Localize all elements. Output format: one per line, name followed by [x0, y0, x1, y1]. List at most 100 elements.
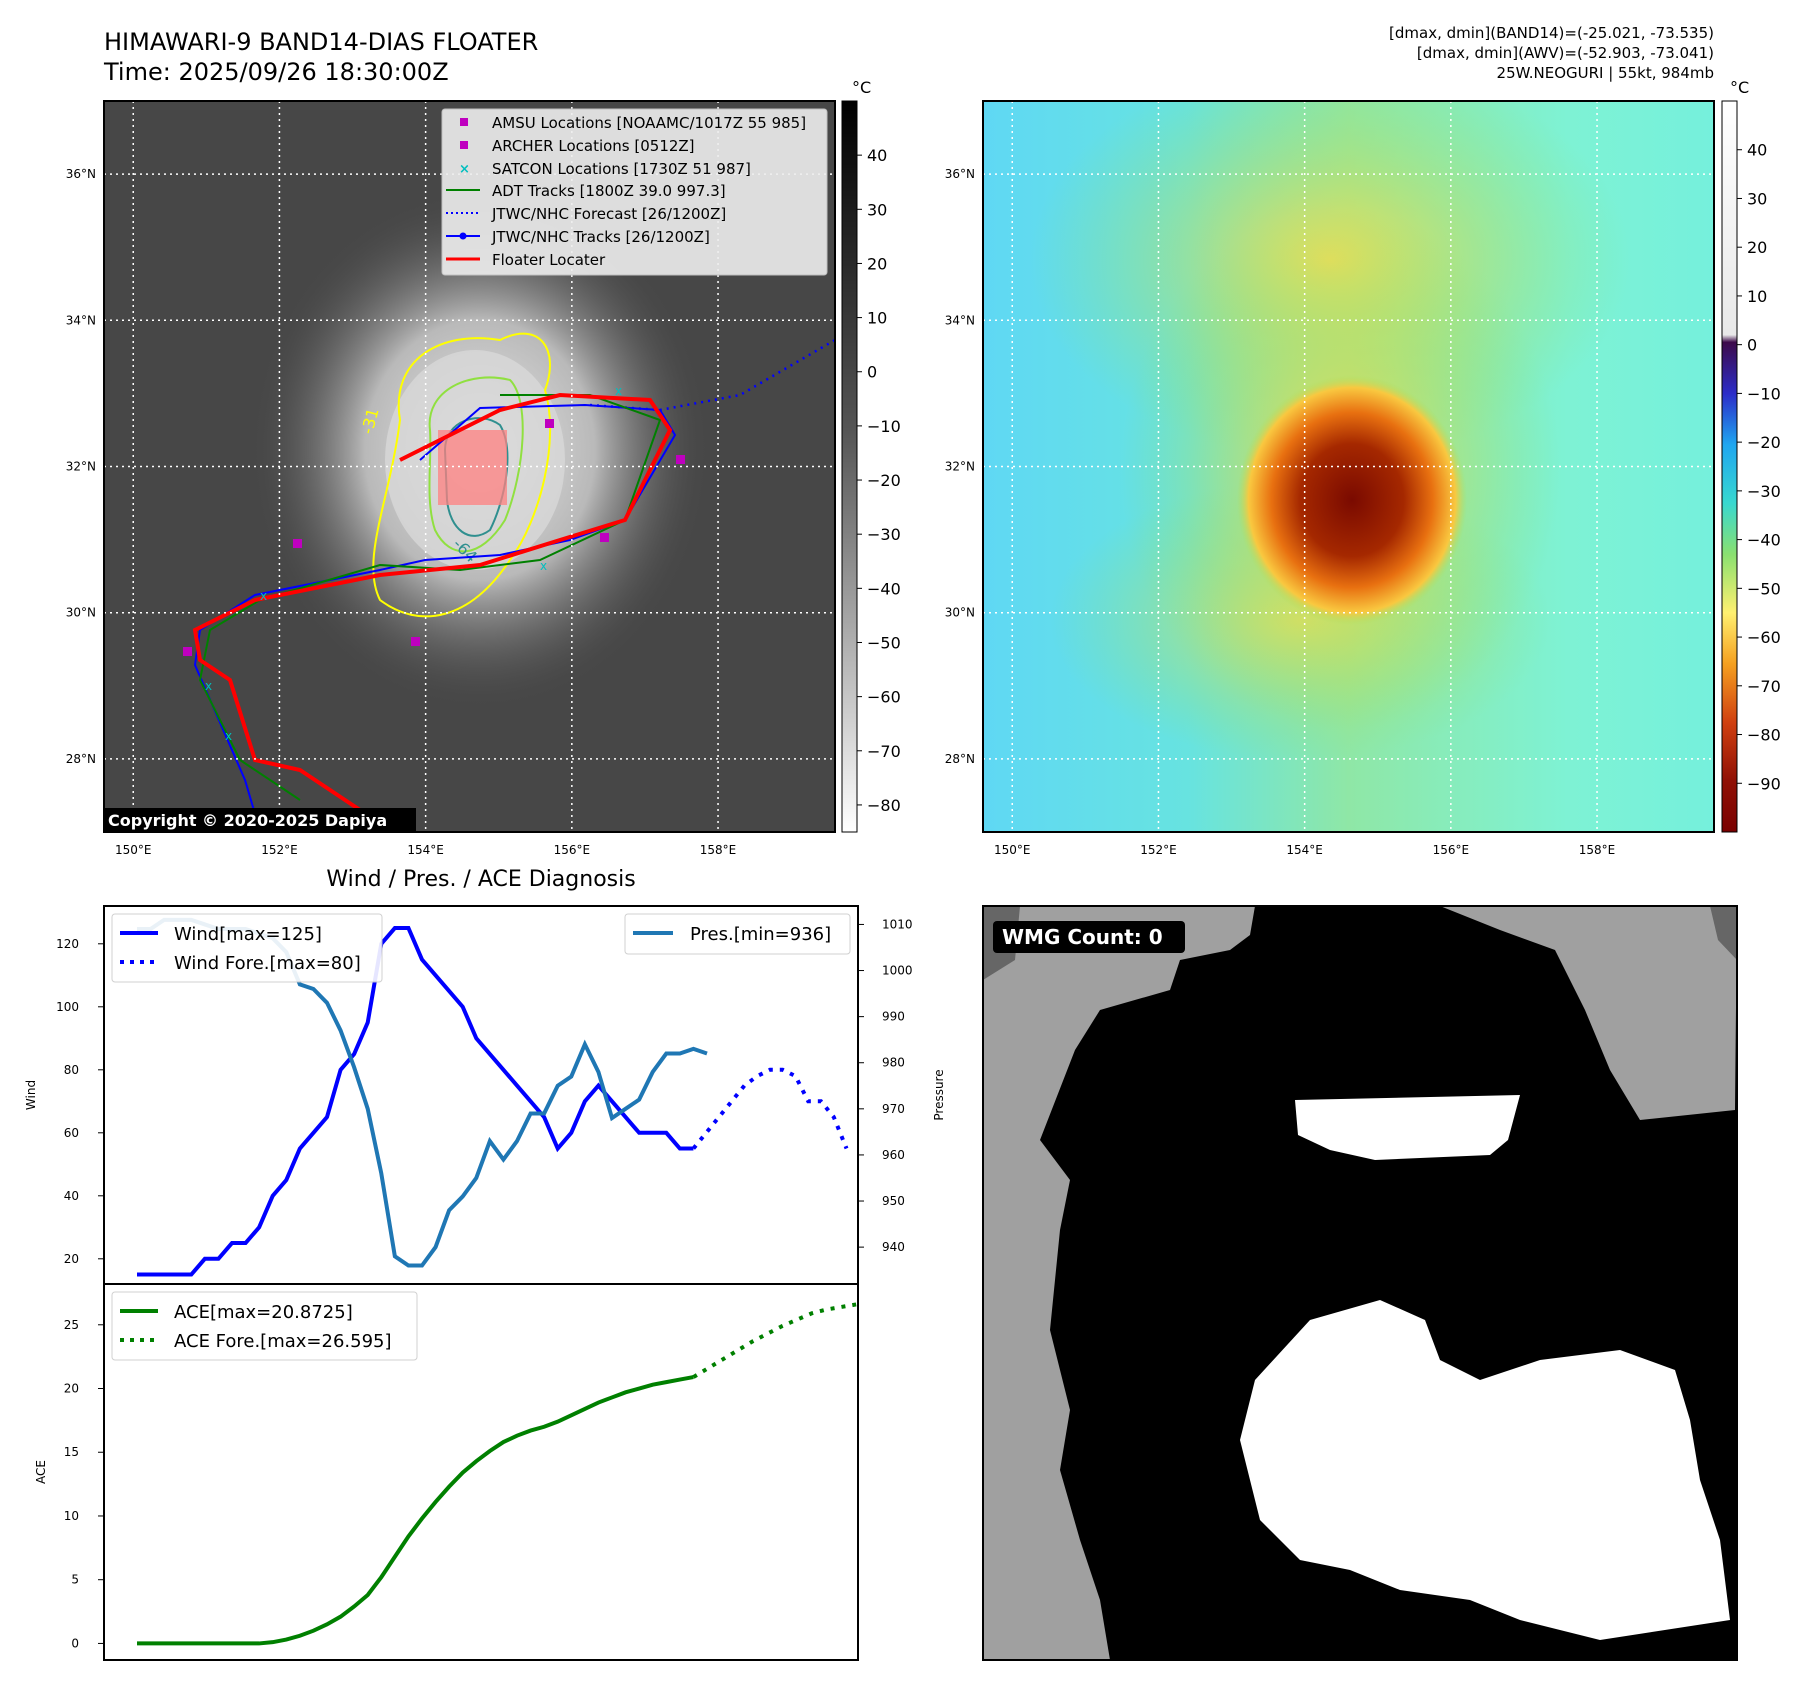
color-colorbar-tick-label: −10 [1747, 384, 1781, 403]
ace-tick-label: 25 [64, 1318, 79, 1332]
map-legend: AMSU Locations [NOAAMC/1017Z 55 985] ARC… [441, 108, 828, 276]
satcon-markers: x x x x x [205, 384, 622, 743]
color-colorbar-tick-label: −90 [1747, 774, 1781, 793]
color-colorbar-ticks: 40 30 20 10 0 −10 −20 −30 −40 −50 −60 −70 −80 −90 [1737, 141, 1781, 793]
legend-wind-fore-label: Wind Fore.[max=80] [174, 953, 361, 974]
ir-colorbar-tick-label: −70 [867, 742, 901, 761]
wmg-panel: WMG Count: 0 [983, 906, 1737, 1660]
copyright-box [104, 808, 416, 832]
ace-tick-label: 10 [64, 1509, 79, 1523]
color-colorbar-tick-label: 20 [1747, 238, 1767, 257]
color-colorbar-tick-label: 0 [1747, 336, 1757, 355]
floater-box [438, 430, 507, 505]
ace-tick-label: 0 [71, 1636, 79, 1650]
ir-colorbar-unit: °C [852, 78, 871, 97]
ir-lon-label: 156°E [554, 843, 591, 857]
pressure-tick-label: 970 [882, 1102, 905, 1116]
legend-satcon-marker: × [459, 162, 470, 177]
wmg-frame [982, 905, 1738, 1661]
pressure-axis-label: Pressure [932, 1069, 946, 1120]
wind-tick-label: 80 [64, 1063, 79, 1077]
ir-colorbar-tick-label: −50 [867, 633, 901, 652]
wind-axis-label: Wind [24, 1080, 38, 1110]
legend-ace-fore-label: ACE Fore.[max=26.595] [174, 1331, 392, 1352]
ir-lat-label: 28°N [66, 752, 96, 766]
ir-colorbar-tick-label: −10 [867, 417, 901, 436]
color-colorbar-tick-label: −40 [1747, 531, 1781, 550]
color-lon-label: 150°E [994, 843, 1031, 857]
ir-colorbar-tick-label: 10 [867, 309, 887, 328]
ir-colorbar-tick-label: −40 [867, 579, 901, 598]
color-lon-label: 152°E [1140, 843, 1177, 857]
color-colorbar-tick-label: −50 [1747, 579, 1781, 598]
svg-text:x: x [260, 589, 267, 603]
ir-lat-label: 36°N [66, 167, 96, 181]
color-colorbar-tick-label: −80 [1747, 726, 1781, 745]
figure-title-line2: Time: 2025/09/26 18:30:00Z [103, 58, 449, 86]
wind-series-line [137, 926, 694, 1277]
legend-amsu-marker [460, 118, 468, 126]
color-map-frame [982, 100, 1715, 833]
pressure-tick-label: 1000 [882, 964, 913, 978]
color-lat-label: 36°N [945, 167, 975, 181]
legend-ace-label: ACE[max=20.8725] [174, 1302, 353, 1323]
color-grid-lines [983, 101, 1714, 832]
wind-tick-label: 100 [56, 1000, 79, 1014]
color-lat-label: 28°N [945, 752, 975, 766]
legend-adt-label: ADT Tracks [1800Z 39.0 997.3] [492, 182, 726, 200]
svg-text:x: x [540, 559, 547, 573]
legend-pressure-label: Pres.[min=936] [690, 924, 831, 945]
legend-jtwc-track-marker [459, 232, 467, 240]
color-lat-label: 30°N [945, 606, 975, 620]
wmg-white-bottom [1240, 1300, 1730, 1640]
color-lon-label: 158°E [1579, 843, 1616, 857]
color-colorbar-tick-label: −30 [1747, 482, 1781, 501]
pressure-tick-label: 940 [882, 1240, 905, 1254]
ir-colorbar-ticks: 40 30 20 10 0 −10 −20 −30 −40 −50 −60 −70 −80 [857, 146, 901, 815]
pressure-tick-label: 960 [882, 1148, 905, 1162]
legend-jtwc-fore-label: JTWC/NHC Forecast [26/1200Z] [491, 205, 726, 223]
ace-axis-label: ACE [34, 1460, 48, 1484]
ir-colorbar-tick-label: −80 [867, 796, 901, 815]
floater-track [192, 392, 673, 812]
archer-markers [183, 419, 685, 656]
pressure-tick-label: 950 [882, 1194, 905, 1208]
ace-series-line [137, 1375, 694, 1646]
copyright-text: Copyright © 2020-2025 Dapiya [108, 811, 387, 830]
svg-text:x: x [615, 384, 622, 398]
wmg-gray-right [1440, 906, 1737, 1120]
contour-green [428, 376, 524, 553]
wind-legend: Wind[max=125] Wind Fore.[max=80] [111, 913, 383, 983]
info-line2: [dmax, dmin](AWV)=(-52.903, -73.041) [1417, 44, 1714, 62]
color-map-axis-labels: 36°N 34°N 32°N 30°N 28°N 150°E 152°E 154°E 156°E… [945, 167, 1616, 857]
ir-lat-label: 30°N [66, 606, 96, 620]
ir-colorbar-tick-label: 30 [867, 200, 887, 219]
legend-satcon-label: SATCON Locations [1730Z 51 987] [492, 160, 751, 178]
color-lat-label: 34°N [945, 313, 975, 327]
legend-wind-label: Wind[max=125] [174, 924, 322, 945]
ir-lon-label: 150°E [115, 843, 152, 857]
pressure-tick-label: 980 [882, 1056, 905, 1070]
ir-colorbar-tick-label: 0 [867, 363, 877, 382]
color-colorbar-tick-label: −70 [1747, 677, 1781, 696]
ir-colorbar-tick-label: −20 [867, 471, 901, 490]
ir-lon-label: 152°E [261, 843, 298, 857]
color-colorbar-tick-label: −60 [1747, 628, 1781, 647]
pressure-tick-label: 1010 [882, 917, 913, 931]
ir-lat-label: 34°N [66, 313, 96, 327]
ir-colorbar [841, 100, 858, 833]
ir-colorbar-tick-label: −30 [867, 525, 901, 544]
color-map-panel [983, 101, 1714, 832]
figure-title-line1: HIMAWARI-9 BAND14-DIAS FLOATER [104, 28, 538, 56]
color-storm-core [1237, 375, 1467, 625]
color-colorbar-tick-label: 30 [1747, 189, 1767, 208]
ir-lat-label: 32°N [66, 460, 96, 474]
ir-lon-label: 154°E [407, 843, 444, 857]
ir-colorbar-tick-label: 20 [867, 254, 887, 273]
ace-plot-marks: 25 20 15 10 5 0 [64, 1302, 857, 1650]
wmg-white-top [1295, 1095, 1520, 1160]
wind-tick-label: 60 [64, 1126, 79, 1140]
jtwc-track [193, 403, 677, 832]
color-colorbar-unit: °C [1730, 78, 1749, 97]
